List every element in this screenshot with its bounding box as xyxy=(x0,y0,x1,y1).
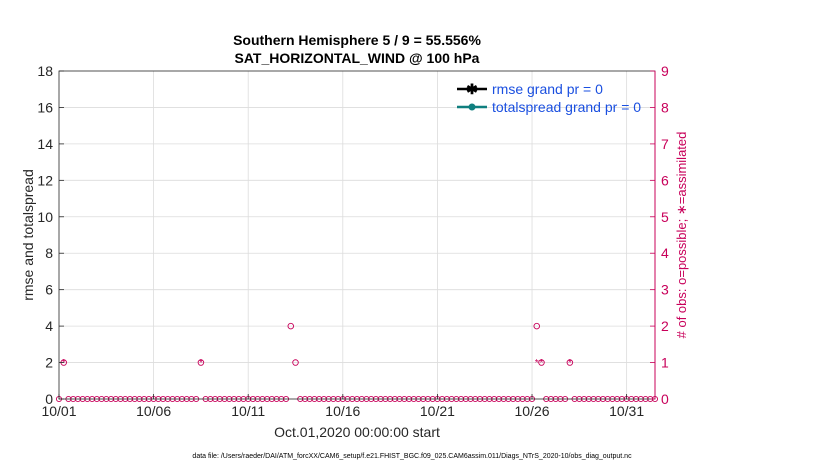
right-tick-label: 8 xyxy=(661,99,669,115)
right-tick-label: 3 xyxy=(661,282,669,298)
x-tick-label: 10/11 xyxy=(231,403,265,419)
obs-possible-point xyxy=(292,359,299,366)
left-tick-label: 14 xyxy=(37,136,53,152)
obs-assimilated-point: * xyxy=(62,358,66,369)
left-tick-label: 0 xyxy=(45,391,53,407)
right-tick-label: 4 xyxy=(661,245,669,261)
chart-title: Southern Hemisphere 5 / 9 = 55.556% xyxy=(233,32,481,48)
right-tick-label: 7 xyxy=(661,136,669,152)
left-tick-label: 12 xyxy=(37,172,53,188)
left-tick-label: 2 xyxy=(45,355,53,371)
obs-possible-point xyxy=(287,322,295,330)
y-axis-label-right: # of obs: o=possible; ∗=assimilated xyxy=(674,132,689,339)
right-y-axis: 0 1 2 3 4 5 6 7 8 9 xyxy=(650,63,669,407)
x-axis-label: Oct.01,2020 00:00:00 start xyxy=(274,424,440,440)
x-tick-label: 10/26 xyxy=(514,403,549,419)
right-tick-label: 2 xyxy=(661,318,669,334)
right-tick-label: 9 xyxy=(661,63,669,79)
left-tick-label: 16 xyxy=(37,99,53,115)
obs-assimilated-point: * xyxy=(199,358,203,369)
x-axis: 10/01 10/06 10/11 10/16 10/21 10/26 10/31 xyxy=(41,394,644,419)
left-tick-label: 6 xyxy=(45,282,53,298)
right-tick-label: 6 xyxy=(661,172,669,188)
legend-label-rmse: rmse grand pr = 0 xyxy=(492,81,603,97)
left-tick-label: 4 xyxy=(45,318,53,334)
obs-assimilated-point: * xyxy=(535,358,539,369)
chart-subtitle: SAT_HORIZONTAL_WIND @ 100 hPa xyxy=(235,50,480,66)
obs-possible-point xyxy=(538,359,545,366)
x-tick-label: 10/16 xyxy=(325,403,360,419)
left-tick-label: 10 xyxy=(37,209,53,225)
footer-datafile: data file: /Users/raeder/DAI/ATM_forcXX/… xyxy=(192,453,632,460)
legend-marker-rmse: ✱ xyxy=(466,81,478,97)
right-tick-label: 1 xyxy=(661,355,669,371)
obs-assimilated-point: * xyxy=(568,358,572,369)
left-tick-label: 8 xyxy=(45,245,53,261)
obs-possible-point xyxy=(566,359,574,366)
legend: ✱ rmse grand pr = 0 totalspread grand pr… xyxy=(457,81,641,115)
x-tick-label: 10/21 xyxy=(420,403,455,419)
plot-area xyxy=(59,71,655,399)
x-tick-label: 10/01 xyxy=(41,403,76,419)
obs-possible-point xyxy=(197,359,205,366)
right-tick-label: 5 xyxy=(661,209,669,225)
left-y-axis: 0 2 4 6 8 10 12 14 16 18 xyxy=(37,63,64,407)
y-axis-label-left: rmse and totalspread xyxy=(20,169,36,301)
legend-marker-totalspread xyxy=(468,103,476,111)
grid xyxy=(59,71,655,399)
obs-possible-point xyxy=(533,322,540,330)
left-tick-label: 18 xyxy=(37,63,53,79)
right-tick-label: 0 xyxy=(661,391,669,407)
legend-label-totalspread: totalspread grand pr = 0 xyxy=(492,99,641,115)
x-tick-label: 10/06 xyxy=(136,403,171,419)
obs-assimilated-point: * xyxy=(540,358,544,369)
x-tick-label: 10/31 xyxy=(609,403,644,419)
